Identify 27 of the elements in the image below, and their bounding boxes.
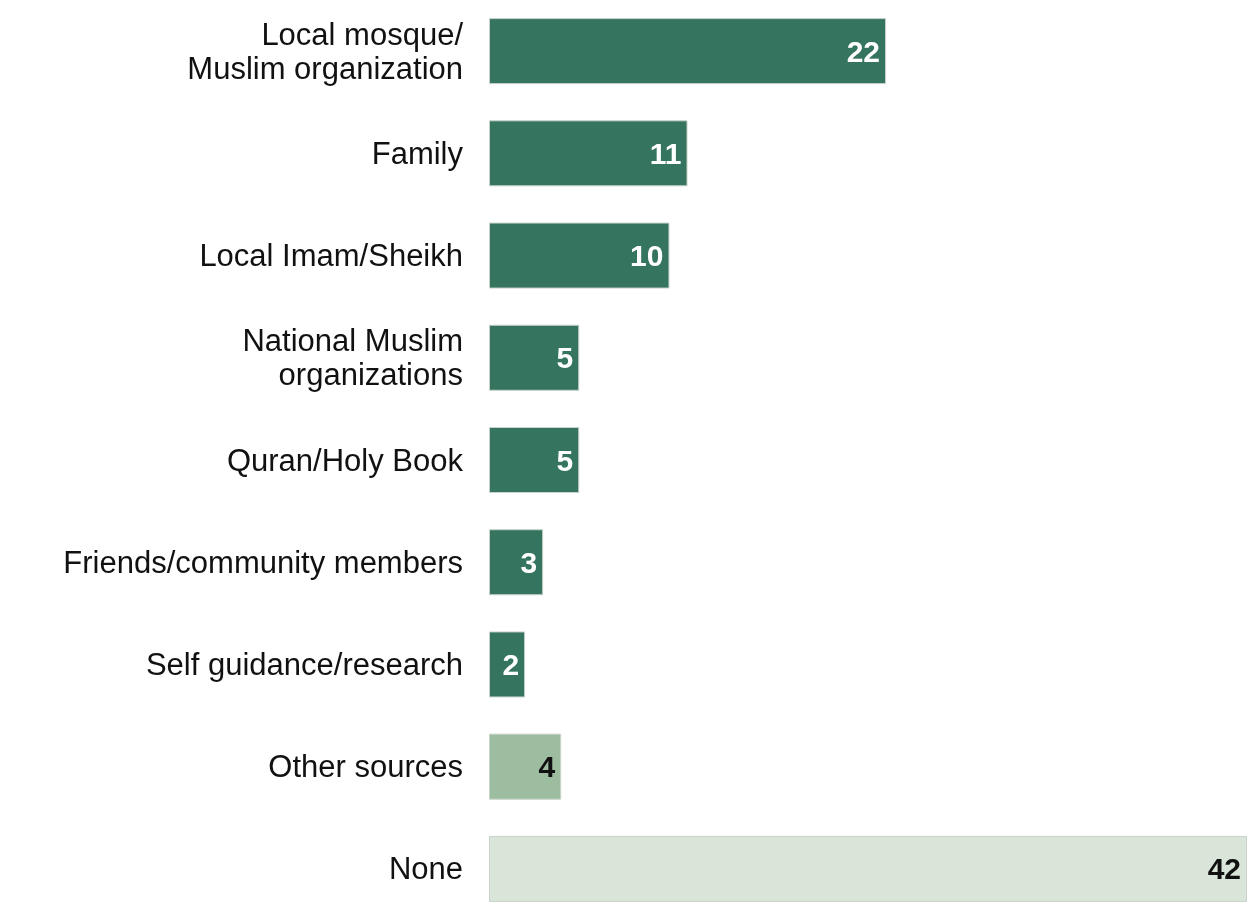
data-label: 10 <box>630 239 664 273</box>
bar <box>489 120 688 187</box>
bar <box>489 733 562 800</box>
y-tick-label: Family <box>371 135 464 171</box>
y-tick-label: Friends/community members <box>63 544 463 580</box>
bar <box>489 222 670 289</box>
bar <box>489 427 580 493</box>
data-label: 4 <box>538 750 556 784</box>
y-tick-label: Self guidance/research <box>145 646 463 682</box>
y-tick-label: None <box>388 851 463 887</box>
y-tick-label: National Muslim organizations <box>242 323 463 393</box>
data-label: 3 <box>520 545 538 579</box>
bar <box>489 529 544 596</box>
data-label: 5 <box>556 341 574 375</box>
y-tick-label: Other sources <box>268 749 463 785</box>
bar <box>489 18 887 85</box>
y-tick-label: Local Imam/Sheikh <box>199 238 463 274</box>
data-label: 11 <box>649 136 682 170</box>
y-tick-label: Local mosque/ Muslim organization <box>187 16 464 86</box>
bar <box>489 631 526 698</box>
data-label: 22 <box>846 34 881 68</box>
y-tick-label: Quran/Holy Book <box>226 442 464 478</box>
data-label: 42 <box>1207 852 1241 886</box>
data-label: 5 <box>556 443 574 477</box>
bar <box>489 835 1247 902</box>
bar <box>489 324 580 391</box>
data-label: 2 <box>502 647 520 681</box>
